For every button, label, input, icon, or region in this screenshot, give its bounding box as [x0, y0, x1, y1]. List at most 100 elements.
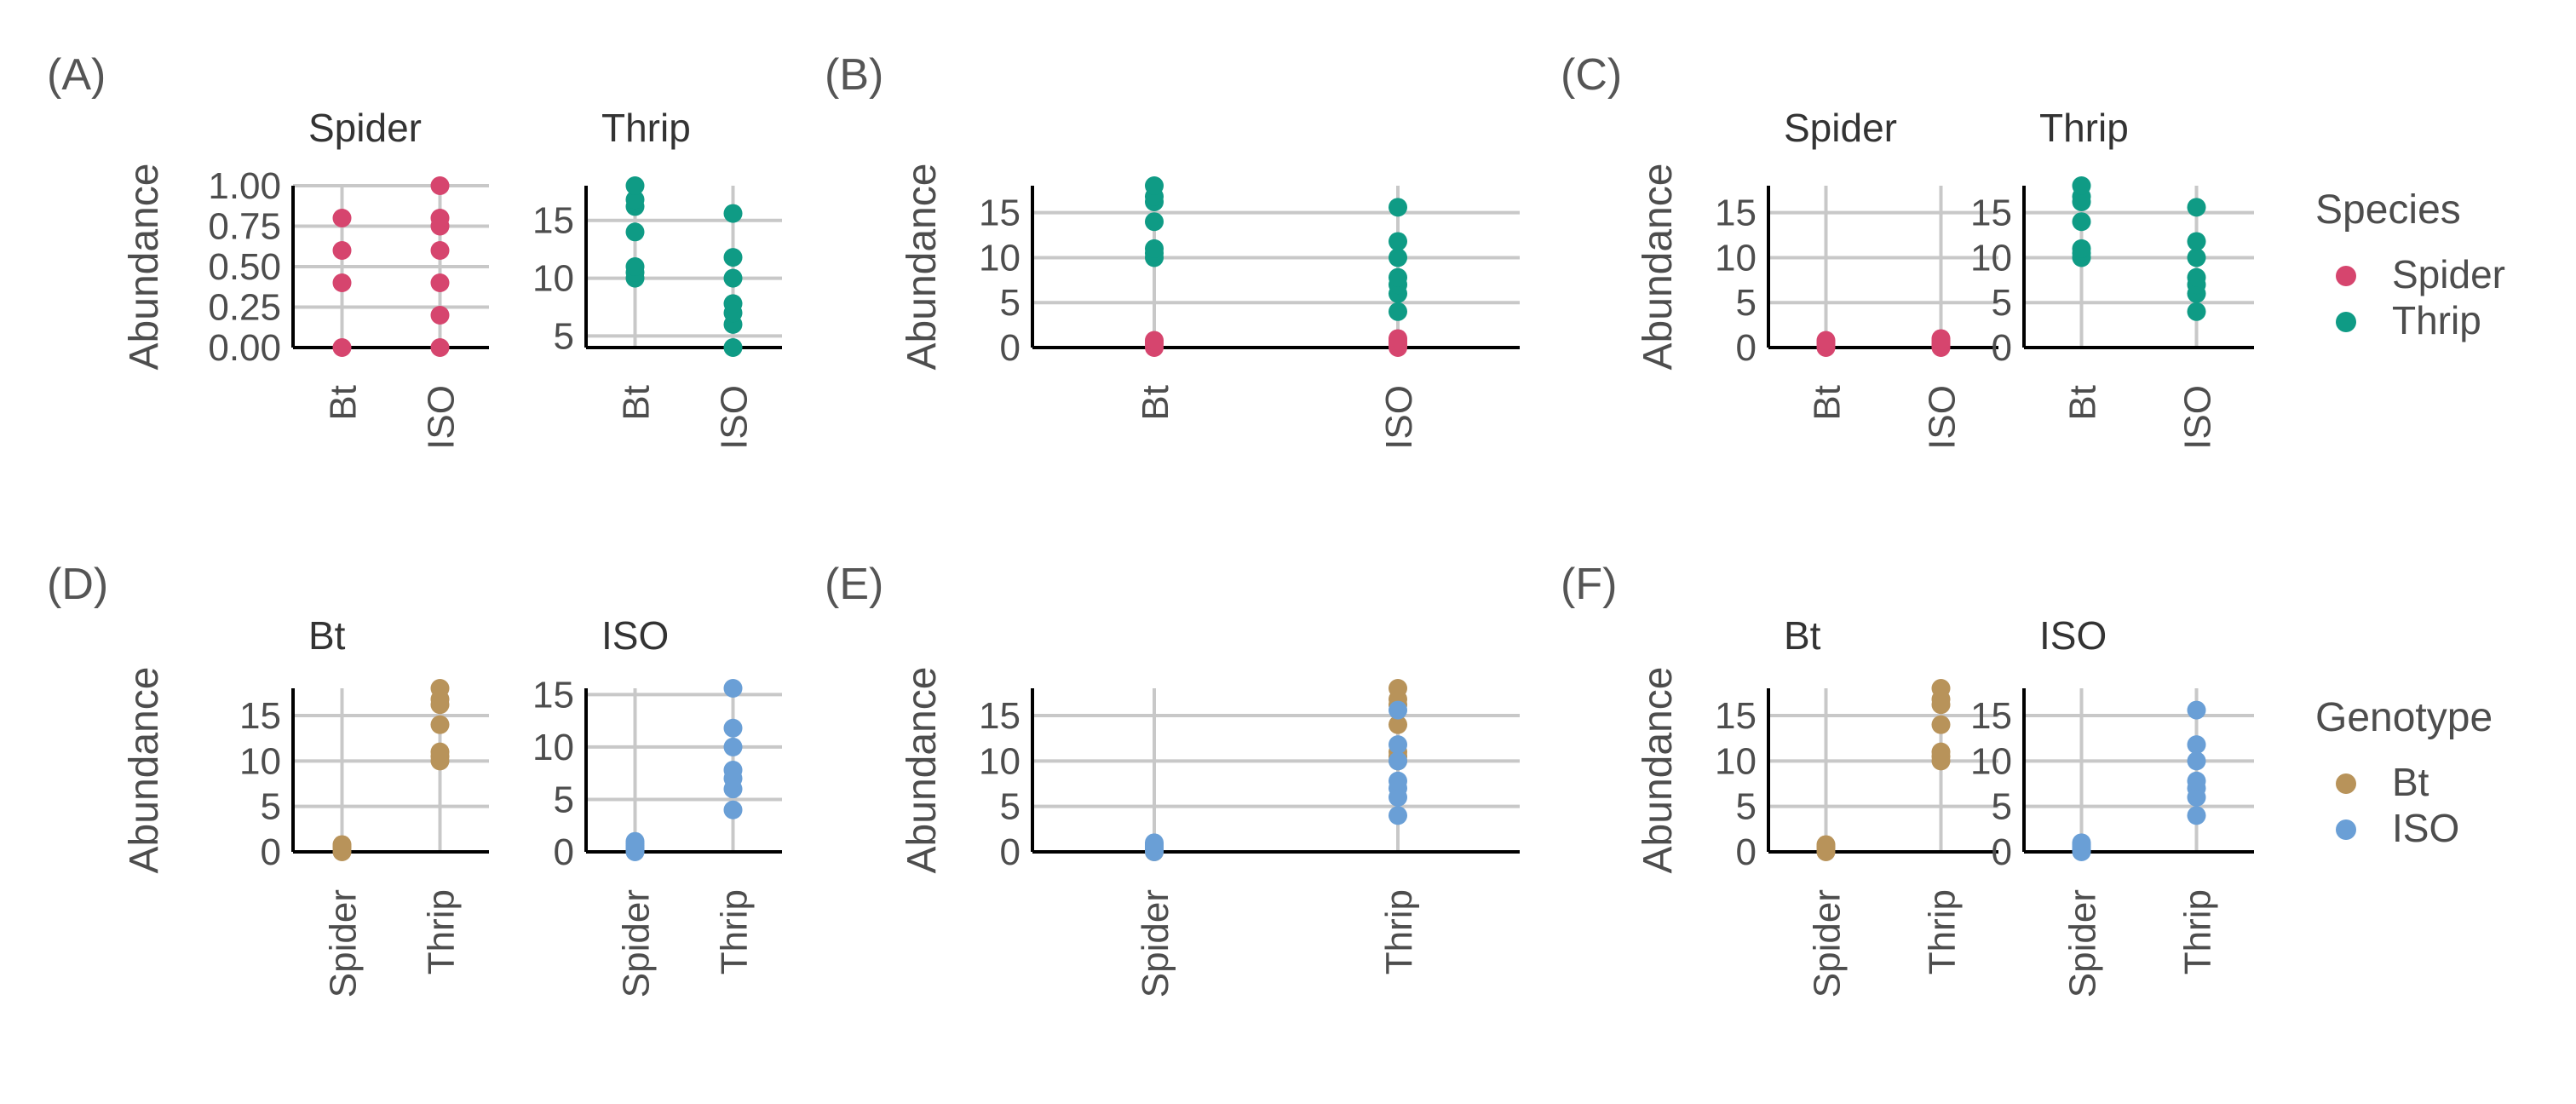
data-point	[723, 718, 743, 738]
y-tick-label: 15	[979, 193, 1021, 234]
data-point	[332, 209, 352, 227]
y-tick-label: 0.75	[208, 206, 281, 248]
panel-tag: (D)	[47, 560, 108, 609]
y-axis-label: Abundance	[900, 667, 945, 874]
legend-label: Spider	[2392, 252, 2505, 296]
y-tick-label: 0.00	[208, 327, 281, 369]
y-tick-label: 0.50	[208, 246, 281, 288]
data-point	[2187, 735, 2206, 755]
facet-strip-label: Spider	[1784, 106, 1897, 150]
data-point	[1389, 806, 1407, 825]
data-point	[332, 338, 352, 357]
data-point	[430, 241, 450, 260]
y-axis-label: Abundance	[122, 164, 167, 371]
data-point	[723, 294, 743, 313]
x-tick-label: ISO	[714, 385, 756, 450]
data-point	[1931, 742, 1951, 762]
data-point	[723, 761, 743, 779]
panel-a: (A) Abundance Spider 0.000.250.500.751.00 Bt…	[47, 50, 782, 450]
data-point	[723, 800, 743, 819]
data-point	[1389, 267, 1407, 287]
facet: Spider 0.000.250.500.751.00 Bt ISO	[208, 106, 489, 450]
y-axis-label: Abundance	[1636, 164, 1681, 371]
y-tick-label: 15	[1715, 193, 1757, 234]
y-tick-label: 5	[1736, 282, 1757, 324]
y-tick-label: 10	[1715, 740, 1757, 782]
x-tick-label: Bt	[2062, 385, 2104, 421]
data-point	[1389, 329, 1407, 348]
data-point	[1389, 248, 1407, 267]
legend-label: Thrip	[2392, 298, 2481, 342]
facet: Thrip 5 10 15 Bt ISO	[532, 106, 782, 450]
data-point	[1389, 735, 1407, 755]
x-tick-label: Spider	[323, 889, 365, 998]
data-point	[1389, 232, 1407, 251]
y-tick-label: 15	[1715, 695, 1757, 737]
panel-tag: (E)	[825, 560, 883, 609]
data-point	[1145, 239, 1164, 258]
facet-strip-label: ISO	[601, 613, 669, 658]
data-point	[1389, 679, 1407, 698]
data-point	[2072, 176, 2091, 195]
y-tick-label: 15	[1970, 193, 2012, 234]
y-tick-label: 5	[1736, 786, 1757, 828]
facet-strip-label: Spider	[308, 106, 422, 150]
x-tick-label: Thrip	[1378, 889, 1420, 975]
panel-tag: (C)	[1561, 50, 1622, 100]
y-tick-label: 10	[1715, 237, 1757, 279]
x-tick-label: Spider	[616, 889, 658, 998]
x-tick-label: Thrip	[714, 889, 756, 975]
y-tick-label: 10	[979, 237, 1021, 279]
x-tick-label: ISO	[1922, 385, 1964, 450]
data-point	[1389, 302, 1407, 321]
data-point	[332, 273, 352, 292]
y-tick-label: 5	[554, 779, 574, 820]
data-point	[430, 679, 450, 698]
y-tick-label: 15	[239, 695, 281, 737]
data-point	[2187, 198, 2206, 217]
data-point	[1389, 715, 1407, 734]
data-point	[723, 737, 743, 756]
x-tick-label: Thrip	[421, 889, 463, 975]
y-tick-label: 5	[1000, 282, 1021, 324]
data-point	[625, 190, 645, 210]
panel-tag: (F)	[1561, 560, 1617, 609]
y-tick-label: 15	[532, 674, 574, 716]
data-point	[430, 273, 450, 292]
y-tick-label: 15	[979, 695, 1021, 737]
y-tick-label: 10	[979, 740, 1021, 782]
y-tick-label: 5	[1992, 282, 2012, 324]
legend-title: Genotype	[2315, 695, 2493, 740]
data-point	[723, 204, 743, 223]
data-point	[1389, 751, 1407, 771]
data-point	[1931, 715, 1951, 734]
data-point	[1816, 835, 1836, 854]
data-point	[723, 268, 743, 288]
x-tick-label: Spider	[1135, 889, 1176, 998]
legend-key	[2336, 819, 2356, 840]
data-point	[625, 831, 645, 851]
x-tick-label: Thrip	[2177, 889, 2219, 975]
data-point	[723, 679, 743, 698]
x-tick-label: Bt	[323, 385, 365, 421]
data-point	[1816, 331, 1836, 350]
y-tick-label: 0	[1000, 327, 1021, 369]
legend-label: ISO	[2392, 806, 2459, 850]
data-point	[2072, 239, 2091, 258]
data-point	[2187, 751, 2206, 771]
data-point	[1145, 176, 1164, 195]
data-point	[1145, 212, 1164, 232]
panel-tag: (A)	[47, 50, 106, 100]
x-tick-label: Bt	[1135, 385, 1176, 421]
data-point	[1389, 198, 1407, 217]
